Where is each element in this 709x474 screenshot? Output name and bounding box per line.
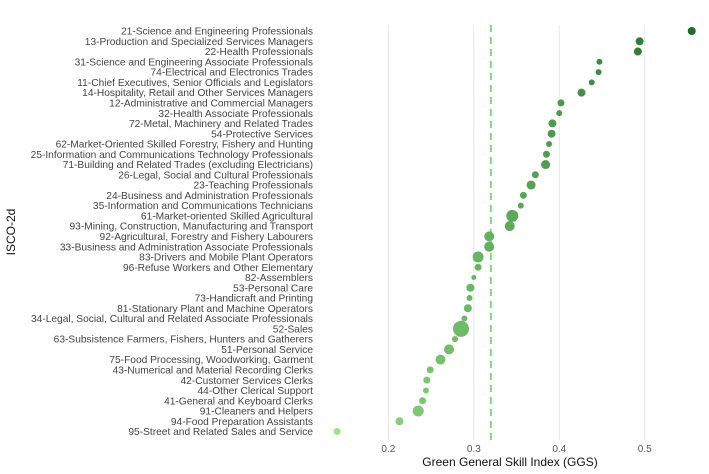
category-label: 74-Electrical and Electronics Trades [150,68,313,79]
data-point [506,209,519,222]
data-point [452,336,459,343]
category-label: 72-Metal, Machinery and Related Trades [129,119,313,130]
points-layer [333,27,696,436]
category-label: 22-Health Professionals [205,47,313,58]
data-point [557,99,565,107]
data-point [526,180,536,190]
category-label: 13-Production and Specialized Services M… [85,37,313,48]
data-point [596,58,603,65]
category-label: 26-Legal, Social and Cultural Profession… [118,170,313,181]
x-tick-label: 0.4 [552,444,566,455]
data-point [466,283,475,292]
category-label: 12-Administrative and Commercial Manager… [109,98,313,109]
data-point [547,129,556,138]
data-point [548,119,557,128]
x-tick-label: 0.5 [638,444,652,455]
category-label: 95-Street and Related Sales and Service [128,427,313,438]
data-point [633,47,642,56]
category-label: 25-Information and Communications Techno… [31,150,313,161]
data-point [412,405,424,417]
data-point [588,79,595,86]
data-point [395,417,404,426]
data-point [542,150,550,158]
data-point [517,202,524,209]
data-point [556,110,563,117]
category-label: 81-Stationary Plant and Machine Operator… [117,304,313,315]
category-labels: 21-Science and Engineering Professionals… [31,27,314,439]
category-label: 92-Agricultural, Forestry and Fishery La… [100,232,313,243]
category-label: 54-Protective Services [211,129,313,140]
category-label: 33-Business and Administration Associate… [60,242,313,253]
category-label: 11-Chief Executives, Senior Officials an… [77,78,313,89]
x-tick-label: 0.2 [381,444,395,455]
category-label: 52-Sales [273,324,313,335]
category-label: 75-Food Processing, Woodworking, Garment [109,355,313,366]
data-point [466,295,473,302]
category-label: 71-Building and Related Trades (excludin… [63,160,313,171]
data-point [687,27,696,35]
data-point [484,241,495,252]
category-label: 14-Hospitality, Retail and Other Service… [82,88,313,99]
data-point [472,251,484,263]
data-point [419,397,427,405]
data-point [519,191,527,199]
category-label: 32-Health Associate Professionals [158,109,313,120]
category-label: 62-Market-Oriented Skilled Forestry, Fis… [56,140,314,151]
x-axis-ticks: 0.2 0.3 0.4 0.5 [381,444,652,455]
data-point [484,231,495,242]
data-point [463,304,472,313]
category-label: 82-Assemblers [245,273,313,284]
category-label: 61-Market-oriented Skilled Agricultural [141,211,313,222]
category-label: 91-Cleaners and Helpers [200,407,313,418]
category-label: 44-Other Clerical Support [197,386,313,397]
category-label: 51-Personal Service [221,345,313,356]
category-label: 73-Handicraft and Printing [195,294,314,305]
x-axis-title: Green General Skill Index (GGS) [422,455,597,469]
category-label: 42-Customer Services Clerks [181,376,313,387]
data-point [435,354,446,365]
data-point [461,315,468,322]
data-point [546,140,553,147]
data-point [577,88,586,97]
category-label: 35-Information and Communications Techni… [93,201,313,212]
category-label: 31-Science and Engineering Associate Pro… [75,57,313,68]
data-point [333,428,341,436]
category-label: 21-Science and Engineering Professionals [121,27,313,38]
data-point [426,366,434,374]
category-label: 83-Drivers and Mobile Plant Operators [139,253,313,264]
data-point [444,344,455,355]
data-point [595,69,602,76]
category-label: 53-Personal Care [233,283,313,294]
category-label: 63-Subsistence Farmers, Fishers, Hunters… [54,335,313,346]
data-point [474,263,482,271]
category-label: 23-Teaching Professionals [194,181,314,192]
data-point [531,171,539,179]
data-point [541,160,551,170]
category-label: 93-Mining, Construction, Manufacturing a… [70,222,314,233]
data-point [471,274,477,280]
data-point [423,376,431,384]
category-label: 96-Refuse Workers and Other Elementary [123,263,314,274]
data-point [504,221,515,232]
category-label: 94-Food Preparation Assistants [171,417,313,428]
category-label: 34-Legal, Social, Cultural and Related A… [31,314,313,325]
x-tick-label: 0.3 [467,444,481,455]
category-label: 43-Numerical and Material Recording Cler… [113,366,313,377]
data-point [422,387,429,394]
category-label: 41-General and Keyboard Clerks [164,396,313,407]
category-label: 24-Business and Administration Professio… [106,191,313,202]
data-point [453,320,469,337]
data-point [635,37,644,46]
y-axis-title: ISCO-2d [4,209,18,256]
gridlines [387,25,646,440]
